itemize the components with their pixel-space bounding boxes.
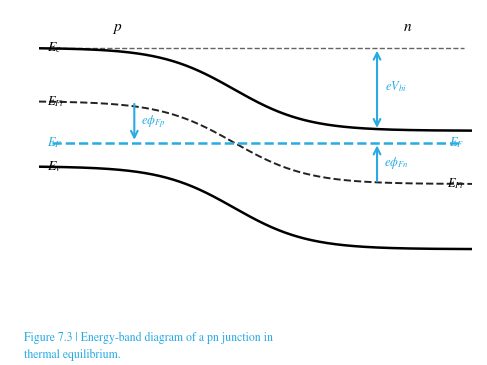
Text: n: n — [404, 20, 411, 34]
Text: p: p — [113, 20, 121, 34]
Text: $E_{Fi}$: $E_{Fi}$ — [47, 94, 64, 108]
Text: $E_c$: $E_c$ — [47, 41, 61, 55]
Text: Figure 7.3 | Energy-band diagram of a pn junction in
thermal equilibrium.: Figure 7.3 | Energy-band diagram of a pn… — [24, 332, 273, 361]
Text: $E_F$: $E_F$ — [47, 135, 62, 150]
Text: $e\phi_{Fn}$: $e\phi_{Fn}$ — [384, 155, 409, 171]
Text: $e\phi_{Fp}$: $e\phi_{Fp}$ — [141, 114, 166, 130]
Text: $E_F$: $E_F$ — [450, 135, 465, 150]
Text: $E_{Fi}$: $E_{Fi}$ — [447, 177, 465, 191]
Text: $E_v$: $E_v$ — [47, 159, 61, 174]
Text: $eV_{bi}$: $eV_{bi}$ — [385, 79, 407, 94]
